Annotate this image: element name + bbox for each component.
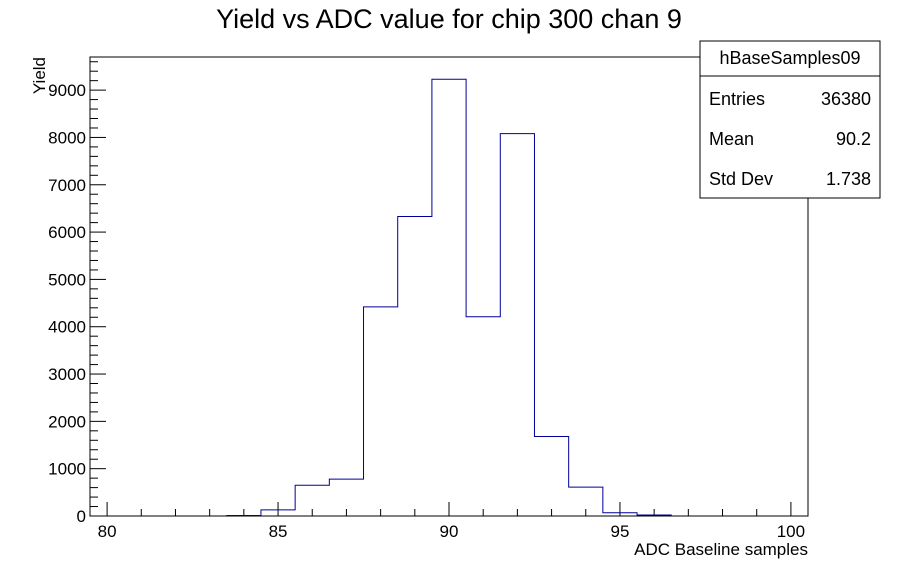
x-axis: 80 85 90 95 100 xyxy=(98,502,805,541)
stats-entries-value: 36380 xyxy=(821,89,871,109)
histogram-bin xyxy=(500,134,534,516)
y-tick-label: 8000 xyxy=(48,128,86,147)
y-axis: 0 1000 2000 3000 4000 5000 6000 7000 8000 9000 xyxy=(48,61,106,526)
stats-box-name: hBaseSamples09 xyxy=(719,48,860,68)
x-axis-title: ADC Baseline samples xyxy=(634,540,808,559)
x-tick-label: 85 xyxy=(269,522,288,541)
y-tick-label: 3000 xyxy=(48,365,86,384)
histogram-bins xyxy=(227,79,671,516)
stats-entries-label: Entries xyxy=(709,89,765,109)
x-tick-label: 80 xyxy=(98,522,117,541)
histogram-bin xyxy=(432,79,466,516)
stats-stddev-value: 1.738 xyxy=(826,169,871,189)
histogram-outline xyxy=(226,78,672,517)
stats-mean-value: 90.2 xyxy=(836,129,871,149)
y-tick-label: 2000 xyxy=(48,412,86,431)
stats-stddev-label: Std Dev xyxy=(709,169,773,189)
y-tick-label: 6000 xyxy=(48,223,86,242)
x-tick-label: 90 xyxy=(440,522,459,541)
stats-mean-label: Mean xyxy=(709,129,754,149)
histogram-bin xyxy=(398,216,432,516)
stats-box-frame xyxy=(699,40,881,199)
y-tick-label: 1000 xyxy=(48,460,86,479)
histogram-bin xyxy=(364,307,398,516)
chart-title: Yield vs ADC value for chip 300 chan 9 xyxy=(216,4,682,34)
histogram-bin xyxy=(534,437,568,516)
stats-box: hBaseSamples09 Entries 36380 Mean 90.2 S… xyxy=(699,40,881,199)
x-tick-label: 100 xyxy=(777,522,805,541)
y-axis-title: Yield xyxy=(30,57,49,94)
y-tick-label: 5000 xyxy=(48,270,86,289)
y-tick-label: 7000 xyxy=(48,176,86,195)
x-tick-label: 95 xyxy=(610,522,629,541)
y-tick-label: 0 xyxy=(77,507,86,526)
y-tick-label: 4000 xyxy=(48,318,86,337)
histogram-bin xyxy=(466,317,500,516)
y-tick-label: 9000 xyxy=(48,81,86,100)
